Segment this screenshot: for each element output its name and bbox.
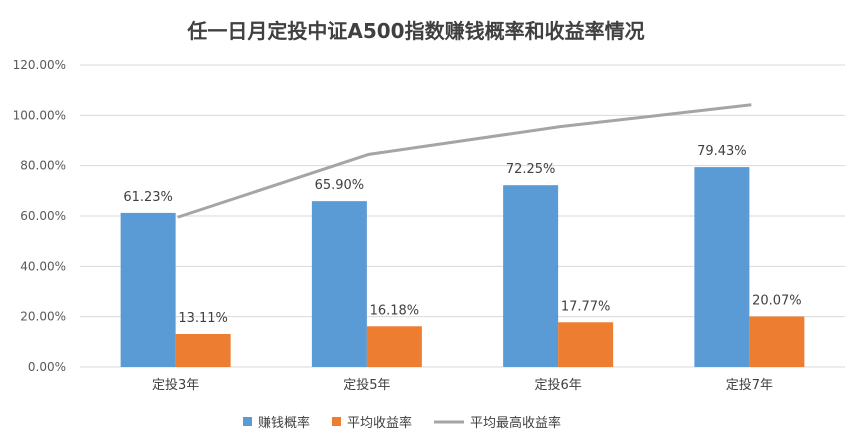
legend-label: 平均最高收益率 xyxy=(470,415,561,431)
legend-label: 平均收益率 xyxy=(347,415,412,431)
bars xyxy=(120,167,805,367)
data-label: 65.90% xyxy=(315,178,365,193)
data-label: 17.77% xyxy=(561,299,611,314)
x-axis-categories: 定投3年 定投5年 定投6年 定投7年 xyxy=(152,377,773,393)
data-label: 20.07% xyxy=(752,293,802,308)
bar-average-return xyxy=(558,322,614,367)
data-label: 72.25% xyxy=(506,162,556,177)
data-label: 79.43% xyxy=(697,144,747,159)
y-tick-label: 0.00% xyxy=(28,360,66,374)
y-tick-label: 40.00% xyxy=(20,259,66,273)
bar-average-return xyxy=(175,334,231,367)
y-tick-label: 120.00% xyxy=(13,58,66,72)
data-label: 61.23% xyxy=(123,190,173,205)
legend-swatch xyxy=(332,417,341,426)
chart-title: 任一日月定投中证A500指数赚钱概率和收益率情况 xyxy=(186,19,644,43)
data-labels: 61.23% 13.11% 65.90% 16.18% 72.25% 17.77% 79.4… xyxy=(123,144,801,326)
y-tick-label: 100.00% xyxy=(13,108,66,122)
line-series xyxy=(177,103,752,219)
data-label: 13.11% xyxy=(178,311,228,326)
data-label: 16.18% xyxy=(370,303,420,318)
legend-swatch xyxy=(243,417,252,426)
bar-profit-probability xyxy=(503,185,559,367)
y-tick-label: 60.00% xyxy=(20,209,66,223)
x-category-label: 定投5年 xyxy=(343,377,390,393)
legend-label: 赚钱概率 xyxy=(258,415,310,431)
y-tick-label: 20.00% xyxy=(20,310,66,324)
legend: 赚钱概率 平均收益率 平均最高收益率 xyxy=(243,415,561,431)
bar-average-return xyxy=(749,316,805,367)
x-category-label: 定投6年 xyxy=(534,377,581,393)
bar-average-return xyxy=(366,326,422,367)
bar-profit-probability xyxy=(694,167,750,367)
bar-profit-probability xyxy=(120,212,176,367)
gridlines xyxy=(80,64,845,368)
x-category-label: 定投7年 xyxy=(726,377,773,393)
y-axis-ticks: 0.00% 20.00% 40.00% 60.00% 80.00% 100.00% 120.… xyxy=(13,58,66,374)
y-tick-label: 80.00% xyxy=(20,159,66,173)
line-max-average-return xyxy=(177,103,752,219)
bar-profit-probability xyxy=(311,201,367,367)
x-category-label: 定投3年 xyxy=(152,377,199,393)
